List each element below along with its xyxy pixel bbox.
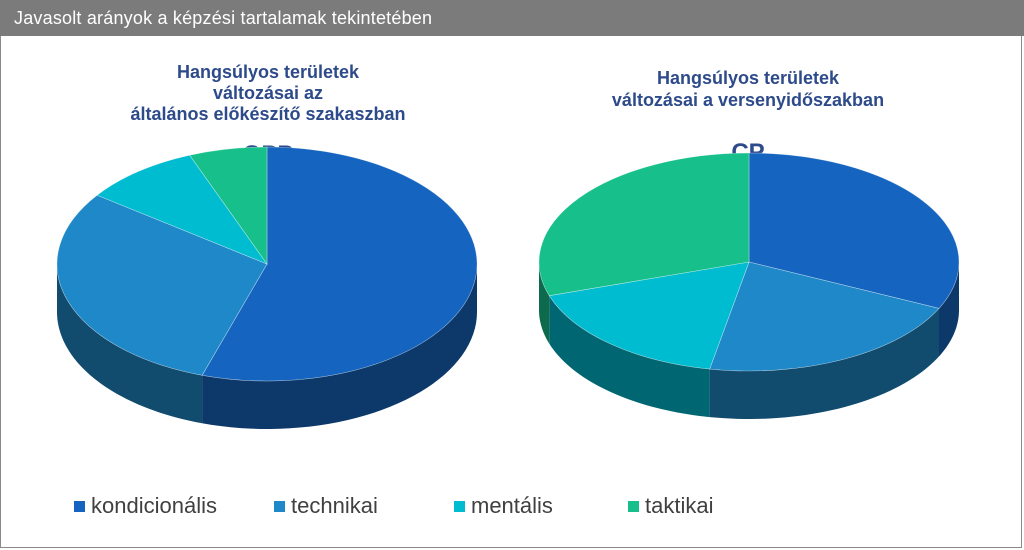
pie-slice-taktikai: [189, 146, 268, 265]
pie-slice-side-kondicionális: [202, 264, 478, 429]
slide-title: Javasolt arányok a képzési tartalamak te…: [14, 8, 433, 28]
title-bar: Javasolt arányok a képzési tartalamak te…: [0, 0, 1024, 36]
legend-label: mentális: [471, 493, 553, 518]
chart-title-line: Hangsúlyos területek: [177, 62, 360, 82]
pie-slice-side-mentális: [549, 295, 710, 418]
legend-label: technikai: [291, 493, 378, 518]
pie-slice-side-technikai: [709, 308, 940, 419]
pie-slice-kondicionális: [748, 152, 960, 309]
pie-slice-side-taktikai: [539, 262, 550, 344]
pie-slice-kondicionális: [201, 146, 478, 382]
legend-label: kondicionális: [91, 493, 217, 518]
chart-title-line: Hangsúlyos területek: [657, 68, 840, 88]
pie-slice-mentális: [548, 261, 750, 370]
legend-swatch: [454, 501, 465, 512]
pie-chart-gpp: Hangsúlyos területek változásai az által…: [56, 62, 478, 429]
legend-label: taktikai: [645, 493, 714, 518]
pie-slice-technikai: [56, 194, 268, 376]
chart-title-line: változásai az: [213, 83, 323, 103]
chart-title-line: változásai a versenyidőszakban: [612, 90, 884, 110]
legend-swatch: [274, 501, 285, 512]
pie-slice-side-technikai: [57, 264, 203, 424]
legend-swatch: [74, 501, 85, 512]
legend-swatch: [628, 501, 639, 512]
pie-slice-side-kondicionális: [939, 262, 959, 357]
pie-slice-taktikai: [538, 152, 750, 297]
pie-slice-mentális: [96, 154, 268, 265]
chart-title-line: általános előkészítő szakaszban: [130, 104, 405, 124]
pie-slice-technikai: [709, 261, 940, 372]
pie-chart-cp: Hangsúlyos területek változásai a versen…: [538, 68, 960, 419]
